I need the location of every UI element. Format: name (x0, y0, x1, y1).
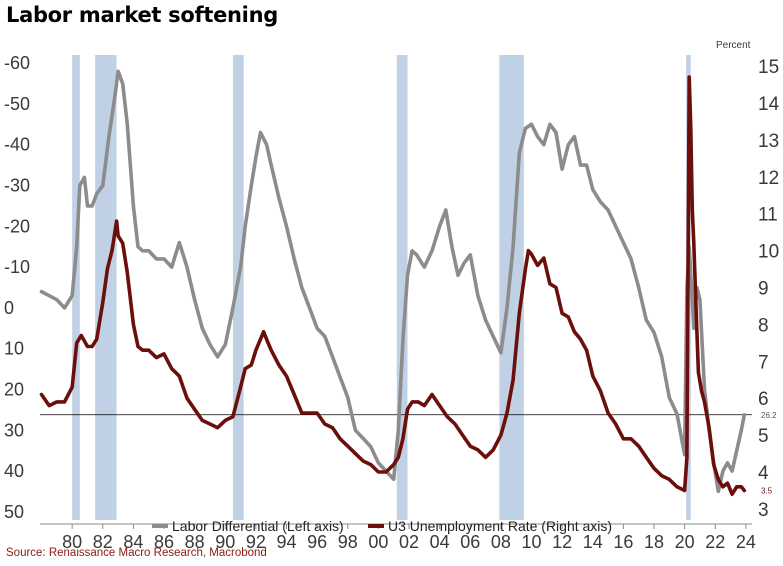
right-tick-label: 4 (758, 463, 769, 484)
end-value-labels: 26.2 3.5 (761, 411, 777, 496)
x-tick-label: 04 (430, 532, 450, 552)
x-tick-label: 20 (675, 532, 695, 552)
left-tick-label: -20 (4, 216, 30, 236)
left-tick-label: -50 (4, 94, 30, 114)
x-tick-label: 14 (583, 532, 603, 552)
x-tick-label: 24 (736, 532, 756, 552)
right-tick-label: 9 (758, 279, 769, 300)
left-tick-label: 50 (4, 502, 24, 522)
end-label-differential: 26.2 (761, 411, 777, 420)
series-lines (39, 69, 747, 497)
chart-title: Labor market softening (6, 3, 278, 27)
legend-label-unemployment: U3 Unemployment Rate (Right axis) (388, 518, 612, 534)
legend: Labor Differential (Left axis) U3 Unemplo… (152, 518, 612, 534)
left-axis: -60 -50 -40 -30 -20 -10 0 10 20 30 40 50 (4, 53, 30, 522)
right-tick-label: 10 (758, 242, 779, 263)
right-tick-label: 8 (758, 315, 769, 336)
left-tick-label: -40 (4, 135, 30, 155)
right-tick-label: 15 (758, 57, 779, 78)
recession-band (499, 55, 524, 520)
end-label-unemployment: 3.5 (761, 486, 773, 495)
x-tick-label: 80 (62, 532, 82, 552)
right-axis: 15 14 13 12 11 10 9 8 7 6 5 4 3 (758, 57, 780, 521)
recession-band (396, 55, 408, 520)
left-tick-label: -30 (4, 176, 30, 196)
left-tick-label: 20 (4, 379, 24, 399)
x-tick-label: 18 (644, 532, 664, 552)
x-tick-label: 10 (521, 532, 541, 552)
right-tick-label: 7 (758, 352, 769, 373)
recession-bands (72, 55, 691, 520)
x-tick-label: 22 (705, 532, 725, 552)
right-tick-label: 12 (758, 168, 779, 189)
x-tick-label: 12 (552, 532, 572, 552)
x-tick-label: 88 (185, 532, 205, 552)
x-tick-label: 96 (307, 532, 327, 552)
x-tick-label: 90 (215, 532, 235, 552)
right-tick-label: 6 (758, 389, 769, 410)
left-tick-label: -10 (4, 257, 30, 277)
labor-differential-line (39, 69, 747, 494)
x-tick-label: 00 (368, 532, 388, 552)
left-tick-label: 0 (4, 298, 14, 318)
right-tick-label: 13 (758, 131, 779, 152)
x-tick-label: 86 (154, 532, 174, 552)
recession-band (72, 55, 80, 520)
x-tick-label: 16 (613, 532, 633, 552)
unemployment-rate-line (39, 75, 747, 497)
source-note: Source: Renaissance Macro Research, Macr… (6, 547, 267, 559)
legend-label-differential: Labor Differential (Left axis) (172, 518, 344, 534)
left-tick-label: 30 (4, 420, 24, 440)
x-tick-label: 94 (277, 532, 297, 552)
right-tick-label: 3 (758, 500, 769, 521)
left-tick-label: 40 (4, 461, 24, 481)
right-axis-unit: Percent (716, 40, 751, 51)
right-tick-label: 5 (758, 426, 769, 447)
right-tick-label: 11 (758, 205, 778, 226)
left-tick-label: 10 (4, 339, 24, 359)
right-tick-label: 14 (758, 94, 780, 115)
x-tick-label: 84 (123, 532, 143, 552)
x-tick-label: 82 (93, 532, 113, 552)
x-tick-label: 92 (246, 532, 266, 552)
x-tick-label: 08 (491, 532, 511, 552)
left-tick-label: -60 (4, 53, 30, 73)
x-axis: 80 82 84 86 88 90 92 94 96 98 00 02 04 06 08 10 12 14 16 18… (40, 523, 756, 552)
x-tick-label: 06 (460, 532, 480, 552)
x-tick-label: 98 (338, 532, 358, 552)
x-tick-label: 02 (399, 532, 419, 552)
